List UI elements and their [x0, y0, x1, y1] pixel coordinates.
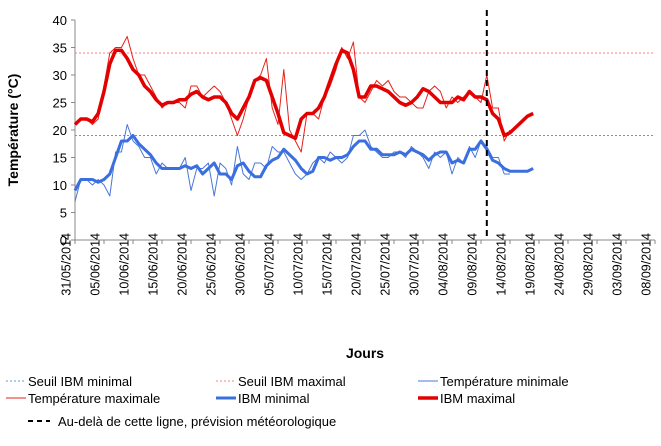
x-tick-label: 10/07/2014	[291, 233, 305, 296]
x-tick-label: 15/06/2014	[146, 233, 160, 296]
series-line	[74, 36, 511, 153]
y-tick-label: 40	[53, 13, 67, 28]
x-tick-label: 03/09/2014	[610, 233, 624, 296]
x-tick-label: 04/08/2014	[436, 233, 450, 296]
y-tick-label: 35	[53, 41, 67, 56]
x-tick-label: 15/07/2014	[320, 233, 334, 296]
x-tick-label: 30/06/2014	[233, 233, 247, 296]
x-tick-label: 25/06/2014	[204, 233, 218, 296]
y-tick-label: 25	[53, 96, 67, 111]
x-tick-label: 05/07/2014	[262, 233, 276, 296]
legend-label: Seuil IBM maximal	[238, 374, 346, 389]
y-axis-label: Température (°C)	[5, 74, 21, 187]
x-tick-label: 09/08/2014	[465, 233, 479, 296]
x-tick-label: 08/09/2014	[639, 233, 653, 296]
legend-label: IBM maximal	[440, 391, 515, 406]
x-tick-label: 20/06/2014	[175, 233, 189, 296]
series-line	[73, 48, 534, 140]
x-tick-label: 31/05/2014	[59, 233, 73, 296]
x-tick-label: 29/08/2014	[581, 233, 595, 296]
x-tick-label: 19/08/2014	[523, 233, 537, 296]
legend-label: Seuil IBM minimal	[28, 374, 132, 389]
legend-label: Au-delà de cette ligne, prévision météor…	[58, 414, 336, 429]
x-axis-label: Jours	[346, 345, 384, 361]
x-tick-label: 14/08/2014	[494, 233, 508, 296]
legend-label: Température maximale	[28, 391, 160, 406]
x-tick-label: 05/06/2014	[88, 233, 102, 296]
legend-label: IBM minimal	[238, 391, 310, 406]
y-tick-label: 10	[53, 178, 67, 193]
x-tick-label: 20/07/2014	[349, 233, 363, 296]
legend-label: Température minimale	[440, 374, 569, 389]
y-tick-label: 20	[53, 123, 67, 138]
x-tick-label: 30/07/2014	[407, 233, 421, 296]
series-line	[73, 134, 534, 192]
y-tick-label: 30	[53, 68, 67, 83]
y-tick-label: 15	[53, 151, 67, 166]
x-tick-label: 10/06/2014	[117, 233, 131, 296]
y-tick-label: 0	[60, 233, 67, 248]
y-tick-label: 5	[60, 206, 67, 221]
x-tick-label: 25/07/2014	[378, 233, 392, 296]
x-tick-label: 24/08/2014	[552, 233, 566, 296]
